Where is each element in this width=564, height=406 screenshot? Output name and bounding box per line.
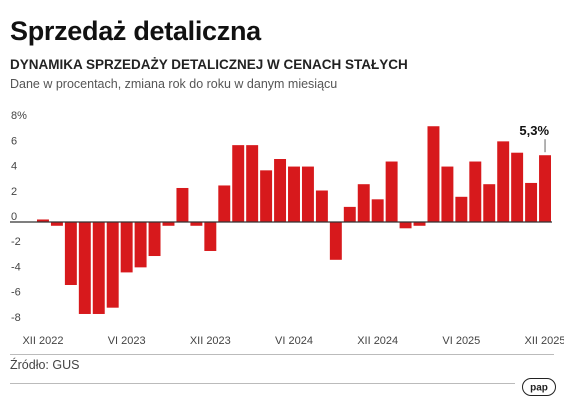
- bar: [483, 184, 496, 222]
- bar: [385, 161, 398, 222]
- bar: [120, 222, 133, 273]
- chart-title: Sprzedaż detaliczna: [10, 16, 261, 46]
- bar: [413, 222, 426, 226]
- bar: [148, 222, 161, 257]
- bar: [64, 222, 77, 285]
- bar: [92, 222, 105, 314]
- y-tick-label: -4: [11, 261, 21, 273]
- bar: [288, 166, 300, 222]
- bar: [525, 182, 538, 222]
- bar: [162, 222, 175, 226]
- footer-divider: [10, 383, 515, 384]
- y-tick-label: 4: [11, 161, 17, 173]
- x-tick-label: VI 2025: [442, 335, 480, 347]
- x-tick-label: VI 2023: [108, 335, 146, 347]
- bar: [176, 187, 189, 222]
- y-tick-label: 0: [11, 211, 17, 223]
- pap-logo: pap: [522, 378, 556, 396]
- y-tick-label: 2: [11, 186, 17, 198]
- x-tick-label: XII 2022: [22, 335, 63, 347]
- y-axis: 8% 6 4 2 0 -2 -4 -6 -8: [11, 110, 27, 324]
- bar: [218, 185, 231, 222]
- bar: [246, 145, 259, 222]
- bar: [469, 161, 482, 222]
- bar: [78, 222, 91, 314]
- bar: [204, 222, 217, 251]
- svg-text:pap: pap: [530, 383, 548, 394]
- y-tick-label: -6: [11, 287, 21, 299]
- x-tick-label: XII 2024: [357, 335, 398, 347]
- bar: [260, 170, 273, 222]
- source-note: Źródło: GUS: [10, 358, 80, 372]
- bar-series: [37, 126, 551, 314]
- bar: [274, 159, 287, 222]
- source-divider: [10, 354, 554, 355]
- annotation-label: 5,3%: [519, 123, 549, 138]
- bar: [232, 145, 245, 222]
- bar: [106, 222, 119, 308]
- bar: [371, 199, 384, 222]
- y-tick-label: 6: [11, 135, 17, 147]
- y-tick-label: -8: [11, 312, 21, 324]
- bar: [343, 206, 356, 222]
- chart-subtitle: DYNAMIKA SPRZEDAŻY DETALICZNEJ W CENACH …: [10, 57, 408, 72]
- chart-description: Dane w procentach, zmiana rok do roku w …: [10, 77, 338, 91]
- bar: [441, 166, 454, 222]
- y-tick-label: 8%: [11, 110, 27, 122]
- bar: [455, 196, 468, 222]
- bar: [37, 219, 49, 222]
- bar: [50, 222, 63, 226]
- x-tick-label: XII 2025: [525, 335, 564, 347]
- bar: [511, 152, 524, 222]
- bar: [539, 155, 551, 222]
- bar: [329, 222, 342, 260]
- bar: [301, 166, 314, 222]
- x-tick-label: VI 2024: [275, 335, 313, 347]
- bar: [134, 222, 147, 268]
- y-tick-label: -2: [11, 236, 21, 248]
- bar: [315, 190, 328, 222]
- bar: [357, 184, 370, 222]
- x-axis: XII 2022 VI 2023 XII 2023 VI 2024 XII 2024 VI…: [22, 335, 564, 347]
- bar: [399, 222, 412, 229]
- x-tick-label: XII 2023: [190, 335, 231, 347]
- bar: [427, 126, 440, 222]
- bar: [190, 222, 203, 226]
- last-value-annotation: 5,3%: [519, 123, 549, 153]
- bar: [497, 141, 510, 222]
